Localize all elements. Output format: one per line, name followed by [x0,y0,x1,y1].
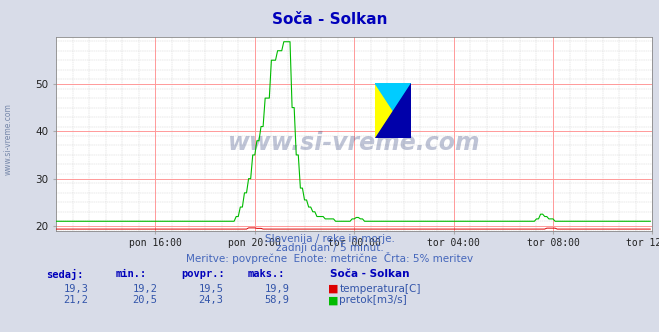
Text: zadnji dan / 5 minut.: zadnji dan / 5 minut. [275,243,384,253]
Text: Soča - Solkan: Soča - Solkan [272,12,387,27]
Text: min.:: min.: [115,269,146,279]
Text: 21,2: 21,2 [63,295,88,305]
Text: www.si-vreme.com: www.si-vreme.com [228,131,480,155]
Text: pretok[m3/s]: pretok[m3/s] [339,295,407,305]
Text: 19,9: 19,9 [264,284,289,294]
Text: Meritve: povprečne  Enote: metrične  Črta: 5% meritev: Meritve: povprečne Enote: metrične Črta:… [186,252,473,264]
Text: temperatura[C]: temperatura[C] [339,284,421,294]
Polygon shape [375,83,411,137]
Text: 19,2: 19,2 [132,284,158,294]
Polygon shape [375,83,411,137]
Text: Soča - Solkan: Soča - Solkan [330,269,409,279]
Text: sedaj:: sedaj: [46,269,84,280]
Text: Slovenija / reke in morje.: Slovenija / reke in morje. [264,234,395,244]
Text: 58,9: 58,9 [264,295,289,305]
Text: 19,3: 19,3 [63,284,88,294]
Text: ■: ■ [328,295,338,305]
Text: maks.:: maks.: [247,269,285,279]
Text: ■: ■ [328,284,338,294]
Text: 20,5: 20,5 [132,295,158,305]
Text: povpr.:: povpr.: [181,269,225,279]
Text: www.si-vreme.com: www.si-vreme.com [3,104,13,175]
Text: 24,3: 24,3 [198,295,223,305]
Text: 19,5: 19,5 [198,284,223,294]
Polygon shape [375,83,411,137]
